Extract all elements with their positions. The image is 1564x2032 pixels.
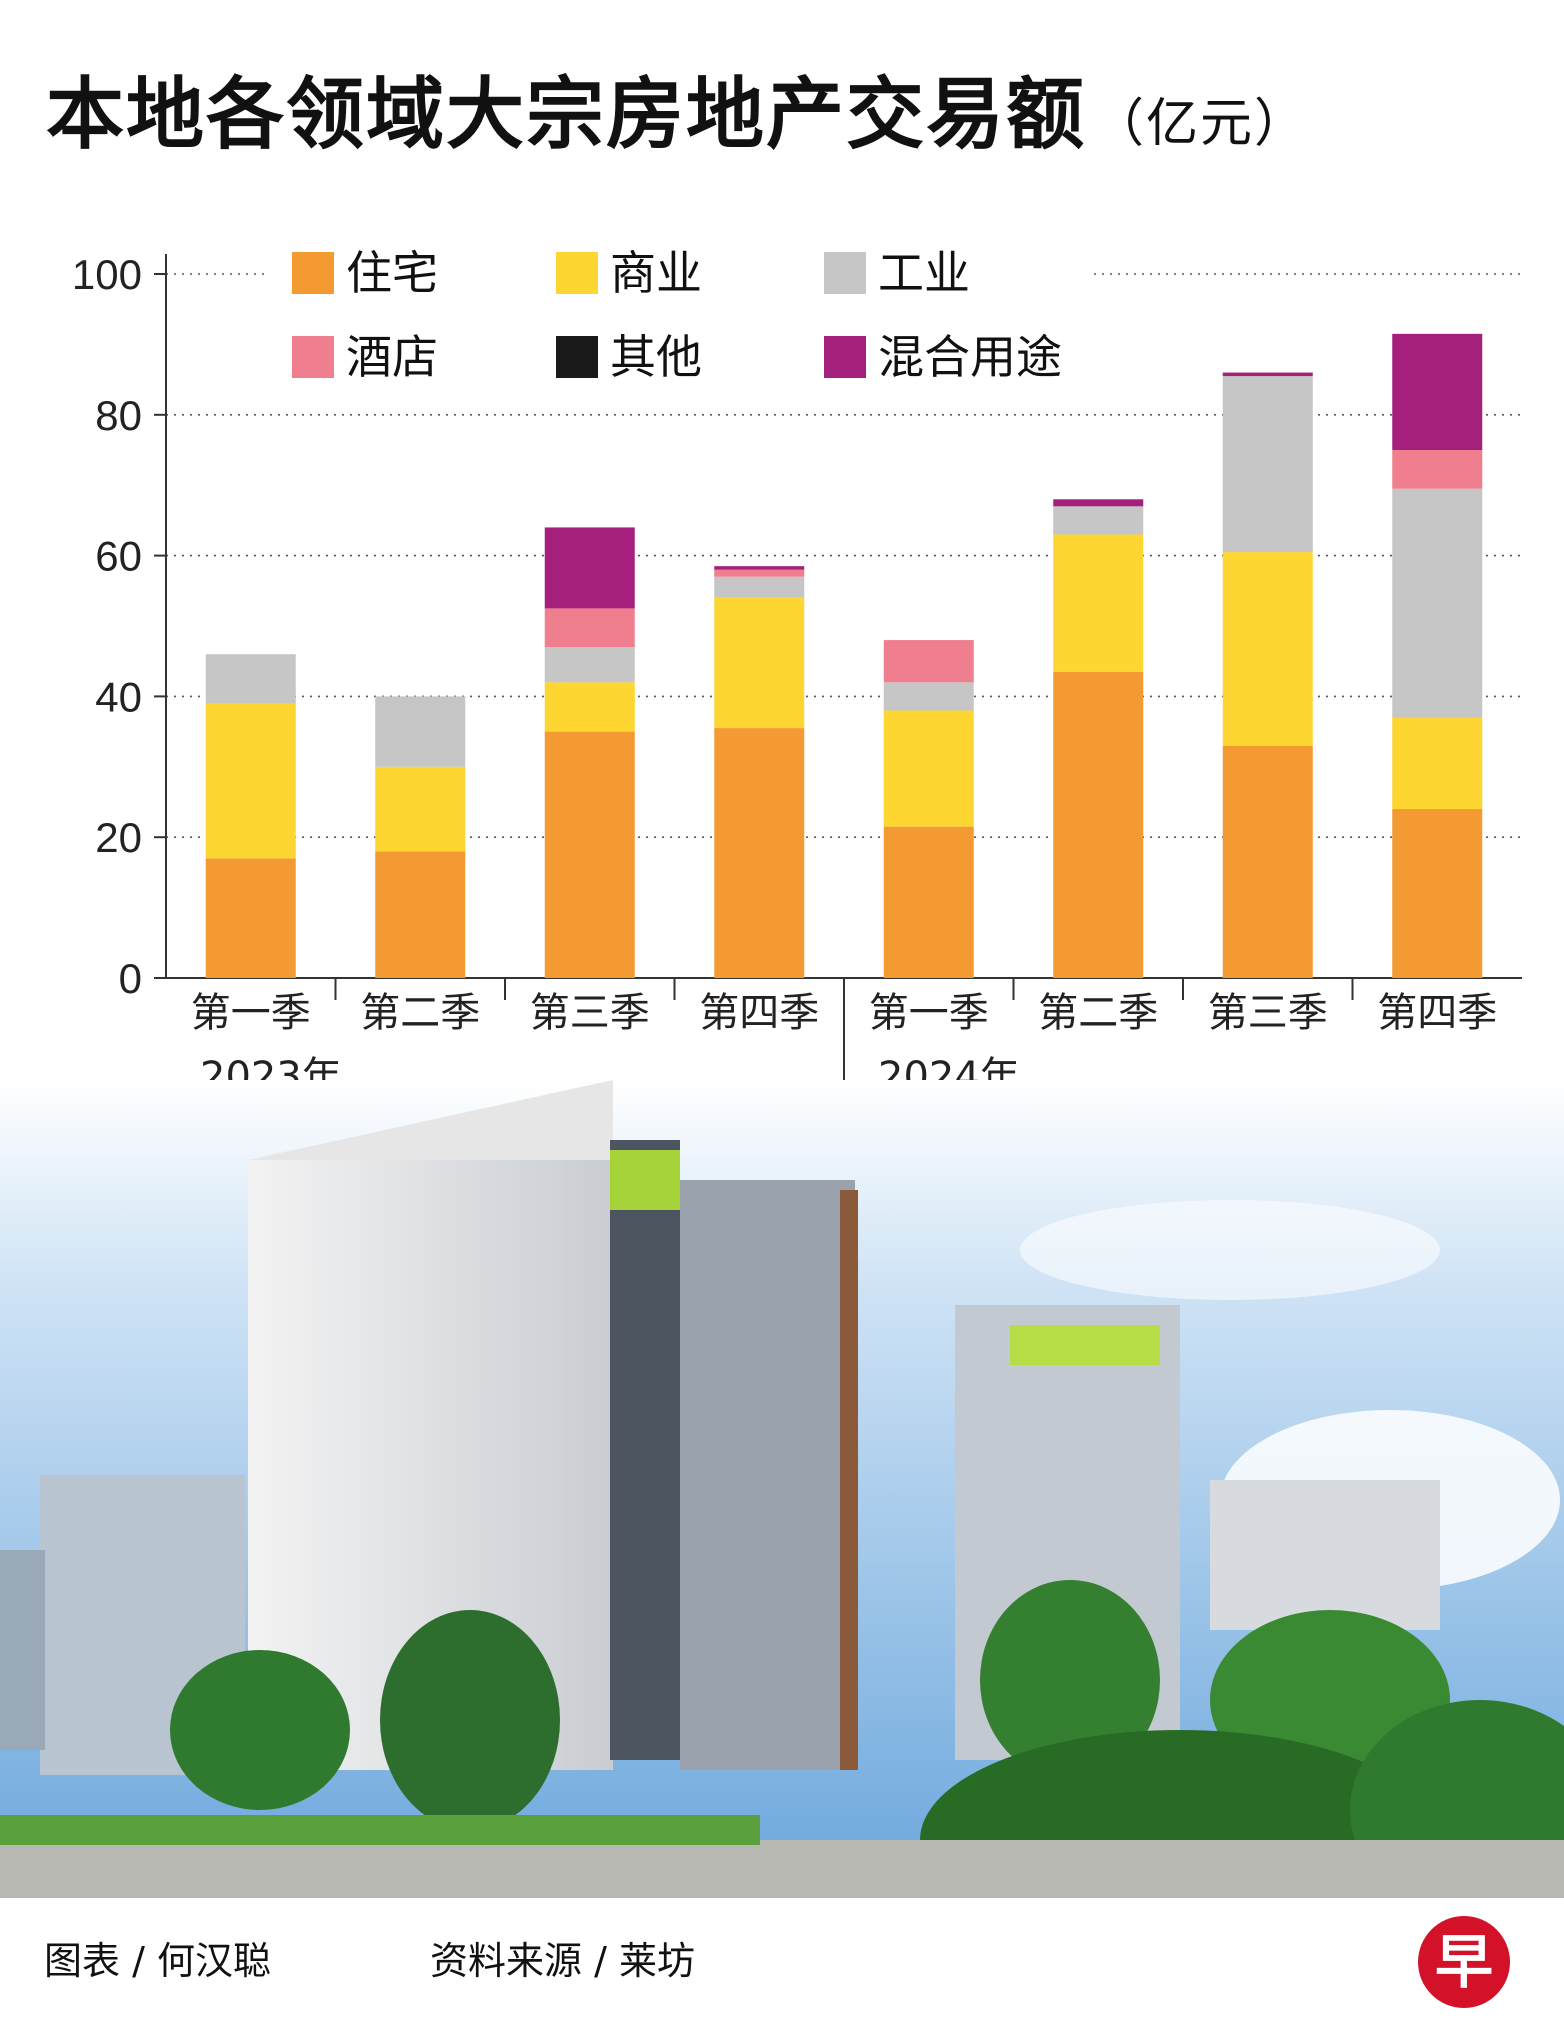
- green-panel: [1010, 1325, 1160, 1365]
- y-tick-label: 0: [119, 955, 142, 1002]
- bar-segment: [1392, 809, 1483, 978]
- zaobao-logo: 早: [1418, 1916, 1510, 2008]
- x-tick-label: 第三季: [1208, 990, 1328, 1036]
- legend-swatch: [824, 336, 866, 378]
- bar-segment: [883, 640, 974, 683]
- legend-swatch: [292, 336, 334, 378]
- legend-label: 工业: [878, 246, 970, 300]
- bar-segment: [375, 766, 466, 852]
- legend-label: 混合用途: [878, 330, 1062, 384]
- bar-segment: [544, 647, 635, 683]
- chart-title-text: 本地各领域大宗房地产交易额: [46, 70, 1087, 160]
- road: [0, 1840, 1564, 1898]
- bar-segment: [1222, 552, 1313, 746]
- legend-swatch: [556, 336, 598, 378]
- legend-label: 商业: [610, 246, 702, 300]
- x-tick-label: 第四季: [699, 990, 819, 1036]
- x-tick-label: 第一季: [191, 990, 311, 1036]
- x-tick-label: 第四季: [1377, 990, 1497, 1036]
- bar-segment: [714, 566, 805, 570]
- cloud: [1020, 1200, 1440, 1300]
- x-tick-label: 第一季: [869, 990, 989, 1036]
- bar-segment: [1053, 671, 1144, 978]
- main-building-roof: [248, 1080, 613, 1160]
- bar-segment: [714, 576, 805, 598]
- green-panel: [610, 1150, 680, 1210]
- chart-title-unit: （亿元）: [1092, 94, 1309, 154]
- bar-segment: [544, 527, 635, 609]
- bar-segment: [714, 569, 805, 577]
- legend-background: [268, 248, 1088, 398]
- tree: [170, 1650, 350, 1810]
- bar-segment: [1053, 534, 1144, 672]
- bar-segment: [1392, 450, 1483, 489]
- bar-segment: [375, 851, 466, 978]
- legend-label: 住宅: [346, 246, 438, 300]
- tree: [380, 1610, 560, 1830]
- bar-segment: [544, 682, 635, 732]
- brown-strip: [840, 1190, 858, 1770]
- legend-swatch: [556, 252, 598, 294]
- chart-title: 本地各领域大宗房地产交易额 （亿元）: [46, 52, 1308, 164]
- bar-segment: [375, 696, 466, 767]
- legend-swatch: [824, 252, 866, 294]
- bar-segment: [714, 597, 805, 729]
- bar-segment: [544, 731, 635, 978]
- bar-segment: [883, 682, 974, 711]
- y-tick-label: 40: [95, 673, 142, 720]
- y-tick-label: 100: [72, 251, 142, 298]
- bar-segment: [1053, 499, 1144, 507]
- low-building: [1210, 1480, 1440, 1630]
- x-tick-label: 第二季: [360, 990, 480, 1036]
- side-building: [0, 1550, 45, 1750]
- legend-label: 其他: [610, 330, 702, 384]
- bar-segment: [883, 710, 974, 827]
- bar-segment: [883, 826, 974, 978]
- y-tick-label: 60: [95, 533, 142, 580]
- building-photo: [0, 1080, 1564, 1898]
- tree: [980, 1580, 1160, 1780]
- legend-swatch: [292, 252, 334, 294]
- y-tick-label: 20: [95, 814, 142, 861]
- main-building-annex: [680, 1180, 855, 1770]
- x-tick-label: 第二季: [1038, 990, 1158, 1036]
- bar-segment: [1392, 488, 1483, 718]
- bar-segment: [1053, 506, 1144, 535]
- y-tick-label: 80: [95, 392, 142, 439]
- stair-tower: [610, 1140, 680, 1760]
- data-source: 资料来源 / 莱坊: [430, 1939, 695, 1983]
- bar-segment: [544, 608, 635, 648]
- x-tick-label: 第三季: [530, 990, 650, 1036]
- bar-segment: [1222, 376, 1313, 553]
- legend-label: 酒店: [346, 330, 438, 384]
- bar-segment: [1392, 333, 1483, 450]
- bar-segment: [205, 858, 296, 978]
- grass-verge: [0, 1815, 760, 1845]
- chart-credit: 图表 / 何汉聪: [44, 1939, 271, 1983]
- bar-segment: [205, 654, 296, 704]
- bar-segment: [205, 703, 296, 859]
- bar-segment: [1392, 717, 1483, 810]
- bar-segment: [1222, 745, 1313, 978]
- bar-segment: [714, 728, 805, 978]
- bar-segment: [1222, 372, 1313, 377]
